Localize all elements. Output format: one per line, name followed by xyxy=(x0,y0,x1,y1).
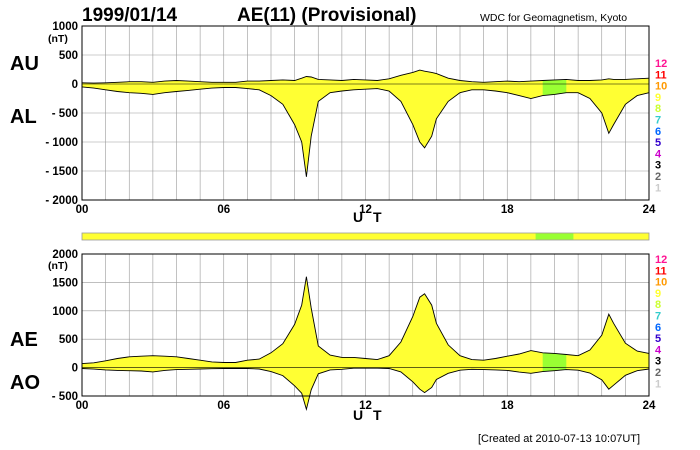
series-line-au xyxy=(81,69,650,84)
au-al-frame xyxy=(81,25,650,201)
legend-item: 9 xyxy=(655,288,661,300)
x-tick-label: 06 xyxy=(217,400,230,412)
date-title: 1999/01/14 xyxy=(82,5,178,26)
ae-ao-area xyxy=(81,276,650,412)
y-tick-label: 1500 xyxy=(52,277,78,289)
y-tick-label: 1000 xyxy=(52,21,78,33)
coverage-bar-fill xyxy=(81,232,650,241)
au-al-grid xyxy=(82,26,649,200)
series-line-ao xyxy=(81,367,650,412)
au-al-y-ticks: 1000 500 0 - 500 - 1000 - 1500 - 2000 xyxy=(45,21,78,207)
institution-label: WDC for Geomagnetism, Kyoto xyxy=(480,12,627,24)
y-tick-label: 0 xyxy=(72,79,78,91)
al-label: AL xyxy=(10,106,37,128)
legend-item: 3 xyxy=(655,356,661,368)
legend-item: 7 xyxy=(655,115,661,127)
au-al-area xyxy=(81,69,650,177)
legend-item: 3 xyxy=(655,160,661,172)
legend-item: 6 xyxy=(655,126,661,138)
ut-axis-label-top: U T xyxy=(353,209,385,225)
x-tick-label: 12 xyxy=(359,400,372,412)
ae-ao-grid xyxy=(82,254,649,396)
unit-label-bottom: (nT) xyxy=(48,260,68,272)
legend-item: 4 xyxy=(655,148,662,160)
y-tick-label: - 500 xyxy=(52,108,78,120)
x-tick-label: 24 xyxy=(643,204,656,216)
ae-ao-frame xyxy=(81,253,650,397)
legend-item: 9 xyxy=(655,92,661,104)
legend-item: 12 xyxy=(655,254,667,266)
y-tick-label: 500 xyxy=(59,50,78,62)
legend-item: 5 xyxy=(655,333,661,345)
legend-item: 1 xyxy=(655,378,661,390)
legend-item: 7 xyxy=(655,311,661,323)
legend-item: 11 xyxy=(655,69,667,81)
coverage-bar xyxy=(81,232,650,241)
x-tick-label: 24 xyxy=(643,400,656,412)
index-title: AE(11) (Provisional) xyxy=(237,5,417,26)
highlight-segment-fill xyxy=(542,79,567,96)
y-tick-label: 0 xyxy=(72,363,78,375)
y-tick-label: - 1000 xyxy=(45,137,78,149)
legend-item: 1 xyxy=(655,182,661,194)
legend-item: 10 xyxy=(655,81,667,93)
legend-item: 4 xyxy=(655,344,662,356)
y-tick-label: 2000 xyxy=(52,249,78,261)
legend-item: 2 xyxy=(655,367,661,379)
legend-item: 2 xyxy=(655,171,661,183)
series-line-ae xyxy=(81,276,650,365)
legend-item: 10 xyxy=(655,277,667,289)
ut-axis-label-bottom: U T xyxy=(353,407,385,423)
ae-ao-x-ticks: 00 06 12 18 24 xyxy=(76,400,656,412)
x-tick-label: 18 xyxy=(501,204,514,216)
unit-label-top: (nT) xyxy=(48,33,68,45)
ao-label: AO xyxy=(10,372,40,394)
au-label: AU xyxy=(10,53,39,75)
x-tick-label: 12 xyxy=(359,204,372,216)
y-tick-label: 500 xyxy=(59,334,78,346)
created-timestamp: [Created at 2010-07-13 10:07UT] xyxy=(478,433,640,445)
ae-ao-y-ticks: 2000 1500 1000 500 0 - 500 xyxy=(52,249,78,403)
x-tick-label: 06 xyxy=(217,204,230,216)
y-tick-label: 1000 xyxy=(52,306,78,318)
legend-item: 5 xyxy=(655,137,661,149)
legend-item: 12 xyxy=(655,58,667,70)
highlight-segment-fill xyxy=(542,352,567,372)
legend-item: 8 xyxy=(655,103,661,115)
legend-item: 6 xyxy=(655,322,661,334)
legend-item: 8 xyxy=(655,299,661,311)
y-tick-label: - 1500 xyxy=(45,166,78,178)
coverage-bar-green-segment xyxy=(535,233,574,240)
x-tick-label: 00 xyxy=(76,400,89,412)
y-tick-label: - 2000 xyxy=(45,195,78,207)
series-line-al xyxy=(81,86,650,177)
legend-item: 11 xyxy=(655,265,667,277)
x-tick-label: 18 xyxy=(501,400,514,412)
au-al-x-ticks: 00 06 12 18 24 xyxy=(76,204,656,216)
ae-label: AE xyxy=(10,329,38,351)
y-tick-label: - 500 xyxy=(52,391,78,403)
x-tick-label: 00 xyxy=(76,204,89,216)
